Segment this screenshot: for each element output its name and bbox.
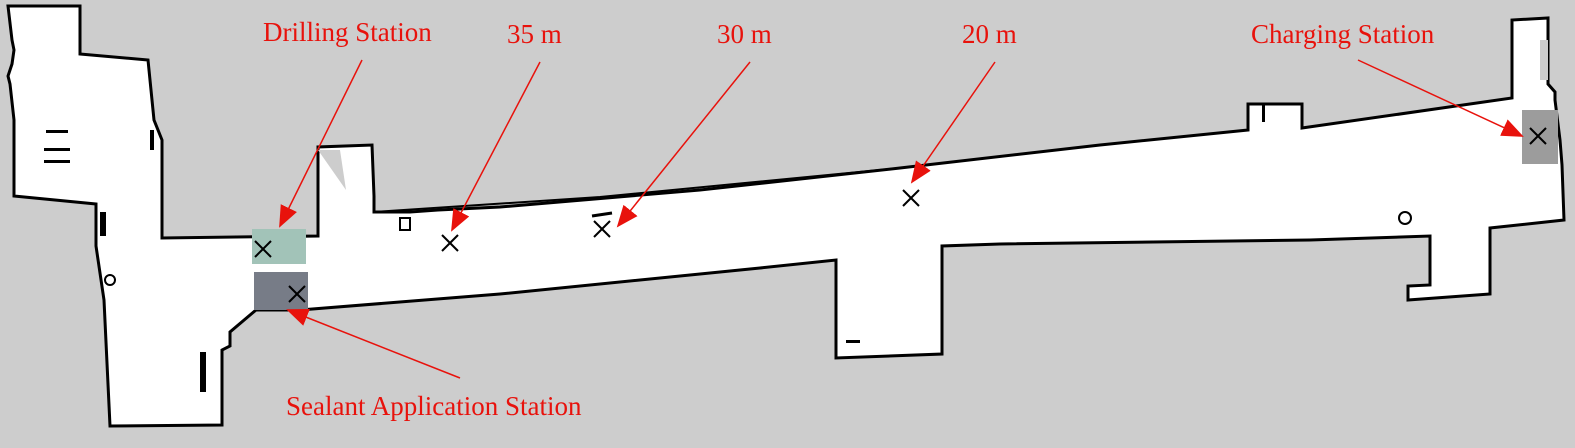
- wall-fragment: [100, 212, 106, 236]
- drilling-arrow: [279, 59, 363, 228]
- x-mark-icon: [288, 285, 306, 303]
- annotation-arrows: [279, 59, 1524, 379]
- wall-fragment: [399, 217, 411, 231]
- charging-arrow: [1357, 59, 1524, 137]
- map-outline: [6, 4, 1566, 428]
- corridor-bottom-wall: [299, 267, 761, 311]
- wall-fragment: [150, 130, 154, 150]
- corridor-top-wall: [373, 167, 901, 213]
- pillar: [104, 274, 116, 286]
- drilling-station-label: Drilling Station: [263, 17, 432, 47]
- d30-arrow: [616, 61, 751, 228]
- x-mark-icon: [902, 189, 920, 207]
- wall-fragment: [46, 130, 68, 133]
- x-mark-icon: [1529, 127, 1547, 145]
- wall-fragment: [591, 211, 613, 218]
- sealant-station-label: Sealant Application Station: [286, 391, 582, 421]
- unknown-notch: [1540, 40, 1548, 80]
- wall-fragment: [200, 352, 206, 392]
- wall-fragment: [846, 340, 860, 343]
- wall-fragment: [1262, 104, 1265, 122]
- free-space-area: [6, 4, 1566, 428]
- wall-fragment: [44, 148, 70, 151]
- d35-arrow: [451, 61, 541, 232]
- x-mark-icon: [593, 220, 611, 238]
- unknown-wedge: [318, 150, 346, 190]
- wall-fragment: [44, 160, 70, 163]
- distance-20-label: 20 m: [962, 19, 1017, 49]
- d20-arrow: [910, 61, 996, 184]
- distance-35-label: 35 m: [507, 19, 562, 49]
- pillar: [1398, 211, 1412, 225]
- x-mark-icon: [441, 234, 459, 252]
- charging-station-label: Charging Station: [1251, 19, 1435, 49]
- distance-30-label: 30 m: [717, 19, 772, 49]
- x-mark-icon: [254, 240, 272, 258]
- sealant-arrow: [286, 308, 461, 379]
